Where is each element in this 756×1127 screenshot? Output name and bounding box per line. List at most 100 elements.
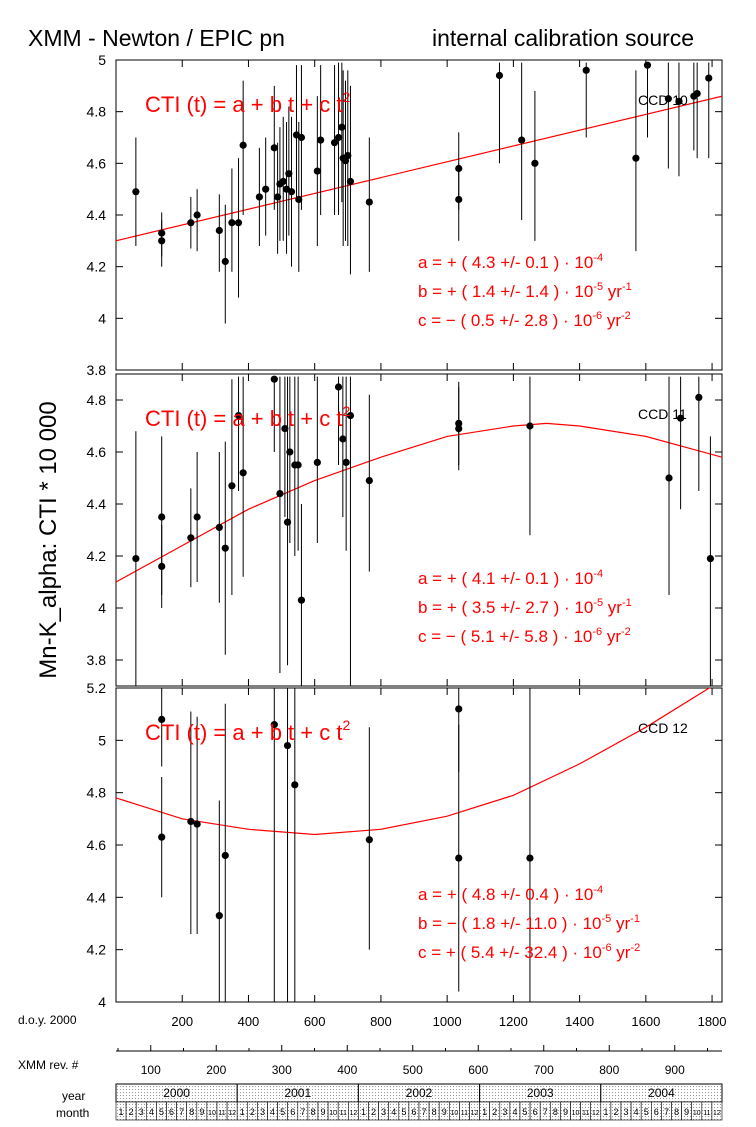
doy-tick-label: 600 [304,1014,326,1029]
data-point [665,474,673,482]
y-tick-label: 4.4 [87,207,107,223]
month-label: 2 [129,1107,134,1117]
month-label: 4 [149,1107,154,1117]
month-label: 7 [543,1107,548,1117]
month-label: 12 [713,1110,721,1117]
rev-tick-label: 600 [468,1063,488,1077]
month-label: 11 [218,1110,225,1117]
doy-tick-label: 200 [171,1014,193,1029]
data-point [291,781,299,789]
data-point [158,833,166,841]
y-tick-label: 4 [98,994,106,1010]
month-label: 8 [674,1107,679,1117]
y-tick-label: 4.4 [87,889,107,905]
fit-parameter-c: c = + ( 5.4 +/- 32.4 ) · 10-6 yr-2 [418,942,640,962]
doy-tick-label: 1200 [499,1014,528,1029]
doy-tick-label: 1400 [565,1014,594,1029]
doy-axis-label: d.o.y. 2000 [18,1013,77,1027]
y-tick-label: 4.2 [87,259,107,275]
title-left: XMM - Newton / EPIC pn [28,25,285,51]
fit-parameter-a: a = + ( 4.3 +/- 0.1 ) · 10-4 [418,252,603,272]
data-point [346,412,355,420]
rev-tick-label: 500 [403,1063,423,1077]
month-label: 10 [572,1110,580,1117]
y-tick-label: 5 [98,52,106,68]
month-label: 5 [159,1107,164,1117]
data-point [632,154,640,162]
data-point [313,167,321,175]
y-tick-label: 4.6 [87,444,107,460]
data-point [285,170,293,178]
data-point [344,151,352,160]
month-label: 10 [450,1110,458,1117]
month-label: 4 [270,1107,275,1117]
month-label: 11 [340,1110,347,1117]
data-point [158,513,166,521]
y-tick-label: 4.6 [87,155,107,171]
month-label: 8 [432,1107,437,1117]
data-point [276,490,284,498]
panels: 3.8 4 4.2 4.4 4.6 4.8 5 CTI (t) = a + b t + c t… [87,52,723,1010]
plot-frame [115,373,723,687]
month-cell [711,1101,723,1121]
data-point [234,219,243,227]
data-point [455,705,463,713]
data-point [158,715,166,724]
data-point [221,851,229,860]
fit-formula: CTI (t) = a + b t + c t2 [145,89,350,117]
ccd-label: CCD 12 [638,720,688,736]
data-point [526,854,534,862]
year-label: 2002 [406,1086,433,1100]
data-point [262,185,270,193]
data-point [132,188,140,196]
year-label: 2000 [163,1086,190,1100]
data-point [334,133,343,142]
month-label: 2 [250,1107,255,1117]
month-label: 8 [310,1107,315,1117]
month-label: 1 [119,1107,124,1117]
y-tick-label: 5.2 [87,680,107,696]
data-point [215,226,223,235]
fit-curve [116,688,711,836]
rev-axis: 100 200 300 400 500 600 700 800 900 [116,1045,722,1077]
data-point [193,513,201,521]
rev-tick-label: 400 [337,1063,357,1077]
rev-tick-label: 300 [272,1063,292,1077]
month-label: 3 [139,1107,144,1117]
y-tick-label: 5 [98,732,106,748]
y-tick-label: 4.8 [87,785,107,801]
data-point [239,469,247,477]
month-label: 12 [592,1110,600,1117]
year-label: 2001 [284,1086,311,1100]
panel-ccd-11: 3.8 4 4.2 4.4 4.6 4.8 CTI (t) = a + b t + c t2… [87,373,723,687]
month-label: 9 [199,1107,204,1117]
ccd-label: CCD 11 [638,406,687,422]
y-tick-label: 4.2 [87,548,107,564]
data-point [664,95,672,103]
data-point [334,383,343,391]
data-point [228,219,236,227]
data-point [283,741,292,750]
fit-parameter-b: b = + ( 3.5 +/- 2.7 ) · 10-5 yr-1 [418,597,632,617]
month-label: 1 [240,1107,245,1117]
y-tick-label: 4 [98,600,106,616]
panel-ccd-12: 4 4.2 4.4 4.6 4.8 5 5.2 CTI (t) = a + b t + c t… [87,680,723,1010]
data-point [215,523,223,532]
data-point [270,721,278,729]
month-label: 1 [603,1107,608,1117]
month-label: 2 [492,1107,497,1117]
data-point [582,66,590,74]
month-label: 6 [290,1107,295,1117]
data-point [526,422,534,430]
month-label: 10 [329,1110,337,1117]
data-point [365,836,373,844]
fit-parameter-b: b = − ( 1.8 +/- 11.0 ) · 10-5 yr-1 [418,913,640,933]
fit-parameter-a: a = + ( 4.1 +/- 0.1 ) · 10-4 [418,568,603,588]
y-tick-label: 3.8 [87,652,107,668]
y-tick-label: 4.2 [87,942,107,958]
data-point [270,144,278,152]
month-label: 4 [634,1107,639,1117]
data-point [677,414,685,422]
